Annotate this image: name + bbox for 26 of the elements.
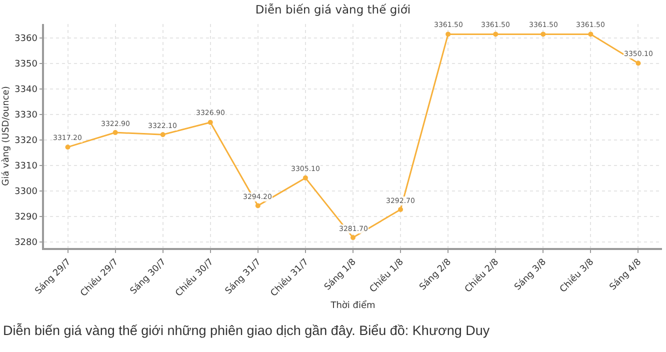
chart-title: Diễn biến giá vàng thế giới [255, 2, 411, 16]
y-axis-title: Giá vàng (USD/ounce) [0, 86, 12, 186]
y-tick-label: 3330 [14, 110, 38, 121]
point [588, 32, 594, 37]
y-tick-label: 3300 [14, 187, 38, 198]
y-tick-label: 3290 [14, 212, 38, 223]
point [255, 203, 260, 208]
point [398, 207, 404, 212]
text: Diễn biến giá vàng thế giới những phiên giao dịch gần đây. Biểu đồ: Khương Duy [3, 323, 490, 338]
point [302, 175, 308, 180]
point [446, 32, 451, 37]
y-tick-label: 3310 [14, 162, 38, 172]
point [350, 235, 356, 240]
point [540, 32, 546, 37]
point [208, 120, 213, 125]
y-tick-label: 3350 [14, 60, 38, 70]
point [636, 60, 641, 66]
point [493, 32, 498, 37]
point [65, 144, 70, 150]
point [160, 132, 166, 138]
y-tick-label: 3280 [14, 238, 38, 248]
y-tick-label: 3360 [14, 34, 38, 44]
y-tick-label: 3320 [14, 136, 38, 146]
point [112, 130, 118, 136]
x-axis-title: Thời điểm [330, 300, 376, 312]
y-tick-label: 3340 [14, 85, 38, 96]
